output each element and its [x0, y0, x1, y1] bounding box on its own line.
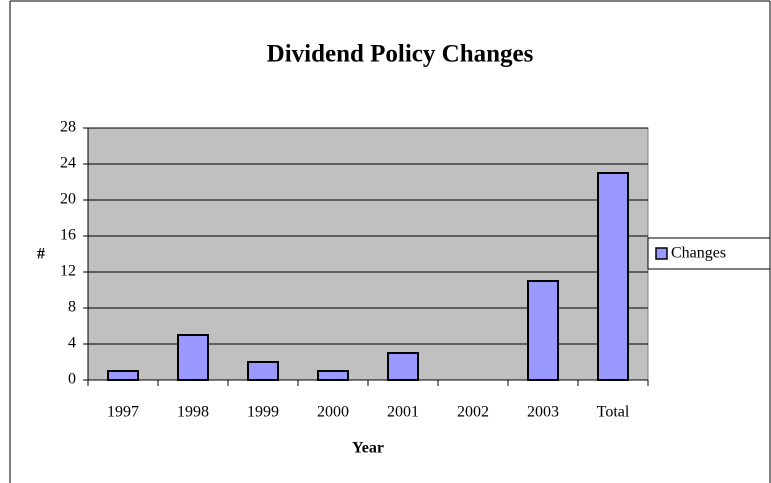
- bar: [317, 370, 349, 381]
- x-tick-label: 2001: [387, 404, 419, 421]
- x-tick-label: 2003: [527, 404, 559, 421]
- y-axis-title: #: [37, 246, 45, 263]
- y-tick-label: 8: [68, 299, 76, 316]
- y-tick-label: 28: [60, 119, 76, 136]
- bar: [247, 361, 279, 381]
- x-axis-title: Year: [352, 440, 384, 457]
- plot-area: [87, 127, 649, 381]
- bar: [177, 334, 209, 381]
- x-tick-label: Total: [597, 404, 630, 421]
- x-tick-label: 2002: [457, 404, 489, 421]
- chart-title: Dividend Policy Changes: [267, 41, 534, 68]
- bar: [527, 280, 559, 381]
- x-tick-label: 1998: [177, 404, 209, 421]
- y-tick-label: 0: [68, 371, 76, 388]
- legend-label: Changes: [671, 245, 726, 262]
- y-tick-label: 12: [60, 263, 76, 280]
- x-tick-label: 1999: [247, 404, 279, 421]
- legend-box: [647, 237, 771, 270]
- bar: [597, 172, 629, 381]
- y-tick-label: 4: [68, 335, 76, 352]
- x-tick-label: 1997: [107, 404, 139, 421]
- legend-swatch: [655, 247, 668, 260]
- x-tick-label: 2000: [317, 404, 349, 421]
- y-tick-label: 24: [60, 155, 76, 172]
- bar: [387, 352, 419, 381]
- y-tick-label: 16: [60, 227, 76, 244]
- bar: [107, 370, 139, 381]
- y-tick-label: 20: [60, 191, 76, 208]
